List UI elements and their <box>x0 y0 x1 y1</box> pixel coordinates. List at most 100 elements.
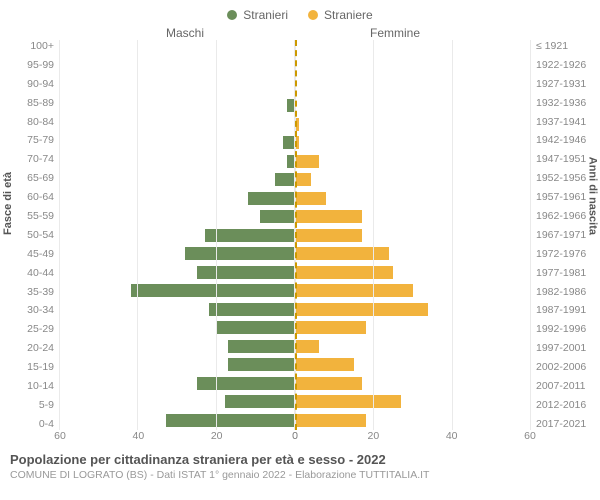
age-label: 80-84 <box>0 116 54 128</box>
bar-female <box>295 229 362 242</box>
bar-row <box>60 413 295 427</box>
bar-row <box>60 247 295 261</box>
bar-row <box>60 210 295 224</box>
birth-label: 1997-2001 <box>536 342 600 354</box>
birth-label: 1972-1976 <box>536 248 600 260</box>
birth-label: 1922-1926 <box>536 59 600 71</box>
age-label: 90-94 <box>0 78 54 90</box>
bar-female <box>295 247 389 260</box>
age-label: 45-49 <box>0 248 54 260</box>
bar-row <box>60 284 295 298</box>
legend-male: Stranieri <box>227 8 288 22</box>
bar-row <box>295 62 530 76</box>
legend-female-dot <box>308 10 318 20</box>
bar-male <box>228 358 295 371</box>
x-tick: 60 <box>524 430 536 442</box>
bar-male <box>228 340 295 353</box>
bar-female <box>295 358 354 371</box>
bar-row <box>295 395 530 409</box>
grid-line <box>137 40 138 430</box>
plot-female <box>295 40 530 430</box>
bar-row <box>295 247 530 261</box>
age-label: 20-24 <box>0 342 54 354</box>
birth-label: 1942-1946 <box>536 134 600 146</box>
bar-row <box>295 302 530 316</box>
y-axis-birth: ≤ 19211922-19261927-19311932-19361937-19… <box>530 40 600 430</box>
bar-female <box>295 303 428 316</box>
bar-row <box>295 117 530 131</box>
chart-subtitle: COMUNE DI LOGRATO (BS) - Dati ISTAT 1° g… <box>10 469 590 481</box>
bar-female <box>295 266 393 279</box>
grid-line <box>373 40 374 430</box>
bar-row <box>60 117 295 131</box>
header-male: Maschi <box>60 26 290 40</box>
age-label: 15-19 <box>0 361 54 373</box>
bar-female <box>295 192 326 205</box>
bar-female <box>295 210 362 223</box>
x-axis-female: 0204060 <box>295 430 530 446</box>
bar-male <box>260 210 295 223</box>
age-label: 95-99 <box>0 59 54 71</box>
legend: Stranieri Straniere <box>0 0 600 26</box>
legend-male-dot <box>227 10 237 20</box>
bar-row <box>60 154 295 168</box>
age-label: 100+ <box>0 40 54 52</box>
bar-row <box>60 339 295 353</box>
bar-male <box>209 303 295 316</box>
bar-row <box>60 43 295 57</box>
bar-row <box>60 191 295 205</box>
birth-label: 1987-1991 <box>536 304 600 316</box>
bar-row <box>295 154 530 168</box>
bar-female <box>295 321 366 334</box>
plot-male <box>60 40 295 430</box>
birth-label: ≤ 1921 <box>536 40 600 52</box>
bar-row <box>60 358 295 372</box>
grid-line <box>59 40 60 430</box>
bar-row <box>60 395 295 409</box>
birth-label: 1932-1936 <box>536 97 600 109</box>
birth-label: 2007-2011 <box>536 380 600 392</box>
bar-female <box>295 340 319 353</box>
chart: Fasce di età Anni di nascita 100+95-9990… <box>0 40 600 430</box>
bar-male <box>205 229 295 242</box>
bar-male <box>217 321 295 334</box>
bar-male <box>197 266 295 279</box>
bar-row <box>295 358 530 372</box>
bar-male <box>166 414 295 427</box>
bar-row <box>60 265 295 279</box>
age-label: 5-9 <box>0 399 54 411</box>
bar-row <box>295 265 530 279</box>
bar-male <box>275 173 295 186</box>
birth-label: 2012-2016 <box>536 399 600 411</box>
legend-female-label: Straniere <box>324 8 373 22</box>
x-tick: 40 <box>132 430 144 442</box>
x-tick: 0 <box>292 430 298 442</box>
bar-row <box>295 376 530 390</box>
legend-female: Straniere <box>308 8 373 22</box>
age-label: 30-34 <box>0 304 54 316</box>
birth-label: 1977-1981 <box>536 267 600 279</box>
chart-title: Popolazione per cittadinanza straniera p… <box>10 452 590 467</box>
bar-male <box>131 284 296 297</box>
age-label: 25-29 <box>0 323 54 335</box>
bar-row <box>295 228 530 242</box>
bar-female <box>295 284 413 297</box>
bar-row <box>295 43 530 57</box>
grid-line <box>452 40 453 430</box>
bar-row <box>295 210 530 224</box>
age-label: 10-14 <box>0 380 54 392</box>
grid-line <box>216 40 217 430</box>
birth-label: 1927-1931 <box>536 78 600 90</box>
x-axis: 6040200 0204060 <box>0 430 600 446</box>
bar-row <box>295 80 530 94</box>
x-tick: 40 <box>446 430 458 442</box>
bar-row <box>60 62 295 76</box>
age-label: 85-89 <box>0 97 54 109</box>
bar-row <box>60 80 295 94</box>
x-tick: 20 <box>211 430 223 442</box>
bar-row <box>60 136 295 150</box>
y-axis-age: 100+95-9990-9485-8980-8475-7970-7465-696… <box>0 40 60 430</box>
birth-label: 1992-1996 <box>536 323 600 335</box>
bar-female <box>295 155 319 168</box>
age-label: 40-44 <box>0 267 54 279</box>
